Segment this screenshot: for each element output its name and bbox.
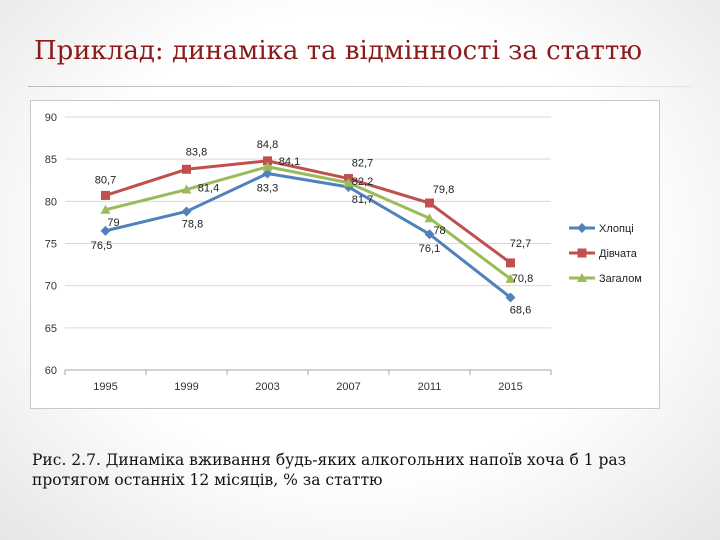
x-tick-label: 1995 — [93, 381, 117, 393]
data-point-triangle — [424, 213, 435, 223]
chart-canvas: 60 65 70 75 80 85 90 1995 1999 2003 2007 2011 2015 76… — [45, 112, 642, 393]
data-label: 79 — [107, 217, 119, 229]
data-point-square — [425, 198, 434, 208]
data-label: 76,5 — [91, 240, 112, 252]
data-point-triangle — [100, 204, 111, 214]
data-point-square — [182, 164, 191, 174]
y-tick-label: 65 — [45, 323, 57, 335]
data-label: 82,2 — [352, 176, 373, 188]
data-label: 72,7 — [510, 238, 531, 250]
x-tick-label: 2015 — [498, 381, 522, 393]
data-label: 80,7 — [95, 174, 116, 186]
y-tick-label: 70 — [45, 281, 57, 293]
data-label: 78,8 — [182, 218, 203, 230]
legend-marker — [577, 273, 587, 282]
data-label: 84,1 — [279, 156, 300, 168]
x-tick-label: 2003 — [255, 381, 279, 393]
data-label: 83,3 — [257, 183, 278, 195]
series-line-0 — [105, 172, 512, 299]
data-point-triangle — [181, 184, 192, 194]
data-point-diamond — [505, 292, 516, 303]
data-point-diamond — [100, 225, 111, 236]
x-tick-label: 2007 — [336, 381, 360, 393]
legend-label: Хлопці — [599, 223, 634, 235]
y-tick-label: 90 — [45, 112, 57, 124]
line-chart: 60 65 70 75 80 85 90 1995 1999 2003 2007 2011 2015 76… — [30, 100, 660, 409]
data-label: 79,8 — [433, 184, 454, 196]
data-label: 82,7 — [352, 158, 373, 170]
data-point-square — [263, 156, 272, 166]
data-point-triangle — [262, 161, 273, 171]
data-label: 83,8 — [186, 146, 207, 158]
x-tick-label: 2011 — [418, 381, 442, 393]
data-label: 78 — [433, 225, 445, 237]
data-point-diamond — [424, 229, 435, 240]
x-tick-label: 1999 — [174, 381, 198, 393]
legend-label: Дівчата — [599, 248, 638, 260]
series-line-1 — [105, 159, 512, 265]
data-point-square — [506, 258, 515, 268]
y-tick-label: 85 — [45, 154, 57, 166]
title-divider — [28, 86, 692, 87]
y-tick-label: 80 — [45, 196, 57, 208]
y-tick-label: 75 — [45, 239, 57, 251]
data-label: 68,6 — [510, 304, 531, 316]
legend-marker — [577, 223, 587, 233]
data-label: 81,4 — [198, 183, 219, 195]
y-tick-label: 60 — [45, 365, 57, 377]
data-point-triangle — [343, 177, 354, 187]
slide-title: Приклад: динаміка та відмінності за стат… — [34, 36, 642, 66]
data-label: 84,8 — [257, 139, 278, 151]
figure-caption: Рис. 2.7. Динаміка вживання будь-яких ал… — [32, 451, 627, 489]
legend-marker — [577, 248, 587, 258]
legend-label: Загалом — [599, 273, 642, 285]
data-point-square — [101, 190, 110, 200]
data-point-diamond — [181, 206, 192, 217]
data-label: 76,1 — [419, 243, 440, 255]
series-line-2 — [105, 165, 512, 281]
data-point-diamond — [262, 168, 273, 179]
data-label: 70,8 — [512, 273, 533, 285]
data-point-triangle — [505, 273, 516, 283]
data-label: 81,7 — [352, 194, 373, 206]
